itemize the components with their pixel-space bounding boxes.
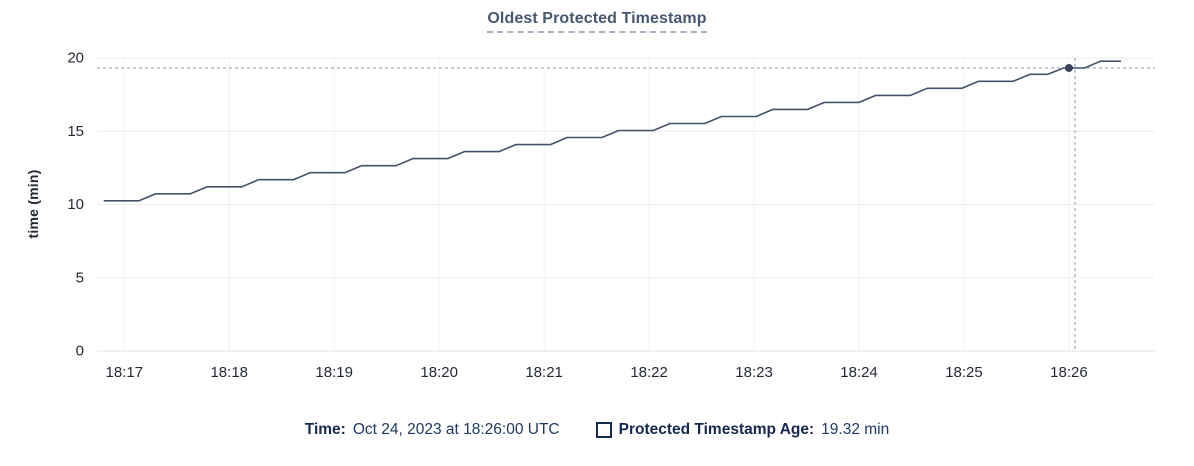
y-tick-label: 20 <box>67 50 84 67</box>
x-tick-label: 18:20 <box>420 364 458 381</box>
legend-item-protected-timestamp-age[interactable]: Protected Timestamp Age: 19.32 min <box>595 421 890 439</box>
x-tick-label: 18:25 <box>945 364 983 381</box>
hover-time-readout: Time: Oct 24, 2023 at 18:26:00 UTC <box>305 421 560 439</box>
series-value: 19.32 min <box>821 421 890 438</box>
x-tick-label: 18:24 <box>840 364 878 381</box>
series-label: Protected Timestamp Age: <box>618 421 815 438</box>
x-tick-label: 18:21 <box>525 364 563 381</box>
timeseries-plot-area[interactable]: 18:17 18:18 18:19 18:20 18:21 18:22 18:23 18:24… <box>0 0 1194 410</box>
x-tick-label: 18:26 <box>1050 364 1088 381</box>
chart-header: Oldest Protected Timestamp <box>0 10 1194 33</box>
x-tick-label: 18:23 <box>735 364 773 381</box>
hover-point-dot <box>1064 63 1073 72</box>
x-tick-label: 18:19 <box>315 364 353 381</box>
time-value: Oct 24, 2023 at 18:26:00 UTC <box>352 421 560 438</box>
x-tick-label: 18:22 <box>630 364 668 381</box>
y-tick-label: 10 <box>67 196 84 213</box>
time-label: Time: <box>304 421 346 438</box>
x-tick-label: 18:17 <box>106 364 144 381</box>
protected-timestamp-age-line <box>103 60 1122 202</box>
y-tick-label: 15 <box>67 123 84 140</box>
chart-title[interactable]: Oldest Protected Timestamp <box>487 10 707 33</box>
chart-footer-legend: Time: Oct 24, 2023 at 18:26:00 UTC Prote… <box>0 421 1194 439</box>
y-tick-label: 5 <box>76 269 84 286</box>
empty-square-icon[interactable] <box>595 422 612 438</box>
x-tick-label: 18:18 <box>210 364 248 381</box>
y-tick-label: 0 <box>76 343 84 360</box>
